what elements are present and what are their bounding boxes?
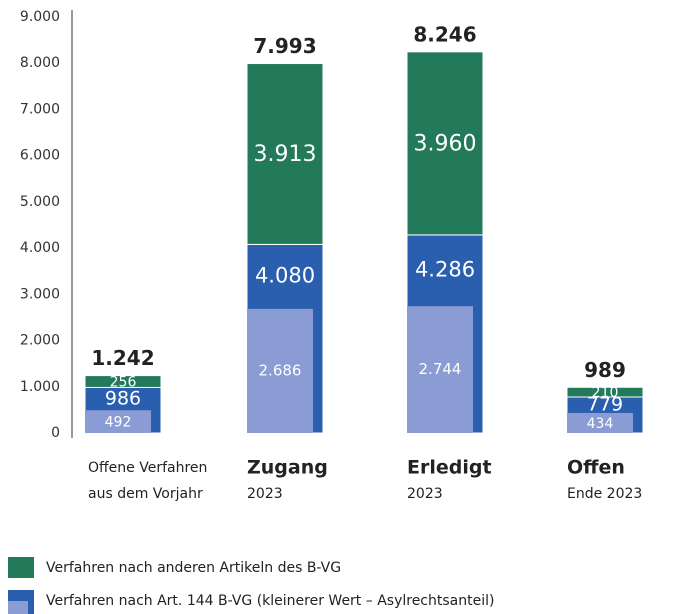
segment-label: 2.744	[419, 360, 462, 378]
segment-label: 210	[592, 385, 619, 401]
x-tick-label: Offene Verfahren	[88, 460, 207, 476]
bar-subsegment	[247, 308, 313, 433]
bar-segment	[84, 375, 162, 388]
x-tick-label: Erledigt	[407, 457, 492, 479]
x-tick-sublabel: 2023	[407, 486, 443, 502]
x-tick-label: Offen	[567, 457, 625, 479]
segment-label: 4.286	[415, 258, 475, 282]
y-tick-label: 5.000	[20, 194, 60, 210]
y-tick-label: 2.000	[20, 333, 60, 349]
segment-label: 986	[105, 387, 141, 409]
x-tick-sublabel: 2023	[247, 486, 283, 502]
total-label: 8.246	[413, 22, 476, 46]
bar-subsegment	[407, 306, 473, 433]
total-label: 7.993	[253, 34, 316, 58]
x-tick-sublabel: Ende 2023	[567, 486, 642, 502]
y-tick-label: 8.000	[20, 55, 60, 71]
y-tick-label: 1.000	[20, 379, 60, 395]
segment-label: 2.686	[259, 361, 302, 379]
legend-label: Verfahren nach Art. 144 B-VG (kleinerer …	[46, 593, 494, 609]
total-label: 1.242	[91, 346, 154, 370]
legend-swatch	[8, 601, 28, 614]
bar-subsegment	[85, 410, 151, 433]
segment-label: 3.913	[254, 142, 317, 167]
segment-label: 779	[587, 393, 623, 415]
bar-segment	[406, 51, 484, 236]
bar-subsegment	[567, 412, 633, 433]
y-tick-label: 9.000	[20, 9, 60, 25]
legend-label: Verfahren nach anderen Artikeln des B-VG	[46, 560, 341, 576]
segment-label: 3.960	[414, 131, 477, 156]
segment-label: 434	[587, 416, 614, 432]
bar-segment	[566, 386, 644, 398]
y-tick-label: 4.000	[20, 240, 60, 256]
x-tick-sublabel: aus dem Vorjahr	[88, 486, 203, 502]
x-tick-label: Zugang	[247, 457, 328, 479]
bar-segment	[246, 63, 324, 245]
segment-label: 4.080	[255, 264, 315, 288]
segment-label: 492	[105, 415, 132, 431]
total-label: 989	[584, 358, 626, 382]
y-tick-label: 6.000	[20, 148, 60, 164]
segment-label: 256	[110, 375, 137, 391]
y-tick-label: 0	[51, 425, 60, 441]
y-tick-label: 7.000	[20, 101, 60, 117]
legend-swatch	[8, 557, 34, 578]
y-tick-label: 3.000	[20, 286, 60, 302]
